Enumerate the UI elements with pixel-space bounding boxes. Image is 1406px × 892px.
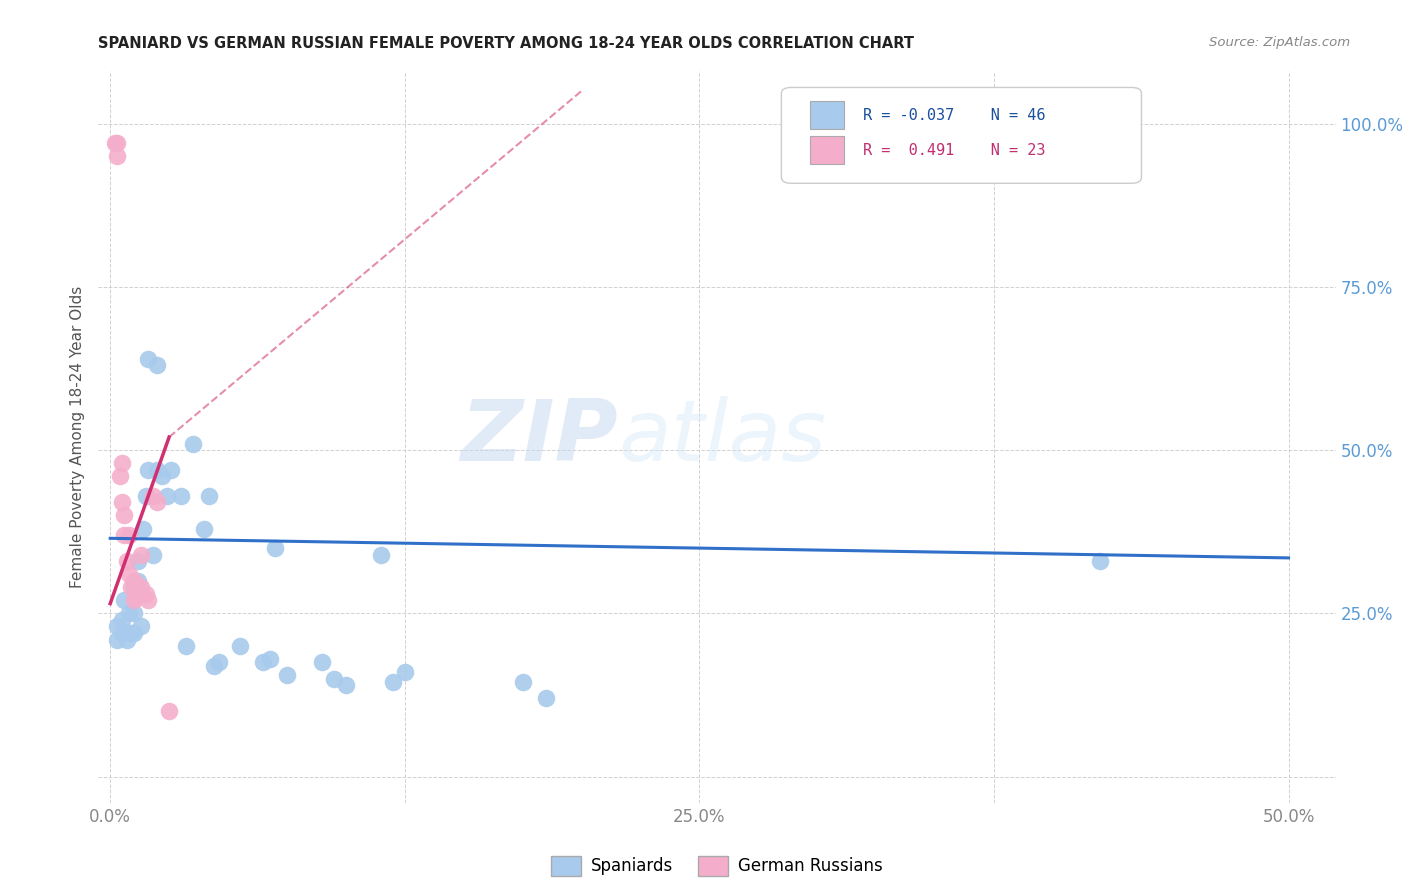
Y-axis label: Female Poverty Among 18-24 Year Olds: Female Poverty Among 18-24 Year Olds [69,286,84,588]
Point [135,587,157,601]
Point [104,136,127,151]
Point [276,668,298,682]
FancyBboxPatch shape [810,102,845,129]
Point [111,613,134,627]
Text: R = -0.037    N = 46: R = -0.037 N = 46 [863,108,1046,123]
Point [193,521,215,535]
Text: Source: ZipAtlas.com: Source: ZipAtlas.com [1209,36,1350,49]
Point [202,658,225,673]
Point [323,672,346,686]
Point [252,656,274,670]
Point [136,351,159,366]
Point [111,495,134,509]
Point [181,436,204,450]
Point [118,626,141,640]
Point [115,632,138,647]
Point [311,656,333,670]
Point [112,508,135,523]
Point [135,489,157,503]
Point [207,656,229,670]
FancyBboxPatch shape [810,136,845,164]
Point [132,521,155,535]
Point [122,580,145,594]
Point [105,619,128,633]
Point [146,358,169,372]
Point [160,463,183,477]
Point [150,469,173,483]
Point [198,489,221,503]
Point [122,574,145,588]
Text: atlas: atlas [619,395,827,479]
Point [259,652,281,666]
Point [118,607,141,621]
Point [136,593,159,607]
Point [157,705,180,719]
Point [127,580,149,594]
Text: ZIP: ZIP [460,395,619,479]
Point [142,489,165,503]
Point [118,567,141,582]
Point [108,469,131,483]
Point [112,593,135,607]
Point [111,626,134,640]
Point [122,607,145,621]
Point [127,574,149,588]
Point [129,580,152,594]
Point [122,626,145,640]
Point [394,665,416,680]
Point [112,528,135,542]
Point [170,489,193,503]
Point [142,548,165,562]
Point [129,619,152,633]
Point [156,489,179,503]
Point [534,691,557,706]
Point [127,554,149,568]
Point [146,495,169,509]
Point [174,639,197,653]
Point [118,528,141,542]
Point [229,639,252,653]
Point [382,675,405,690]
Point [125,590,148,604]
Point [111,456,134,470]
Point [105,149,128,163]
FancyBboxPatch shape [782,87,1142,183]
Point [120,580,142,594]
Point [120,626,142,640]
Point [146,463,169,477]
Point [335,678,357,692]
Legend: Spaniards, German Russians: Spaniards, German Russians [544,850,890,882]
Text: SPANIARD VS GERMAN RUSSIAN FEMALE POVERTY AMONG 18-24 YEAR OLDS CORRELATION CHAR: SPANIARD VS GERMAN RUSSIAN FEMALE POVERT… [98,36,914,51]
Point [136,463,159,477]
Point [512,675,534,690]
Text: R =  0.491    N = 23: R = 0.491 N = 23 [863,143,1046,158]
Point [122,593,145,607]
Point [115,554,138,568]
Point [370,548,392,562]
Point [264,541,287,555]
Point [105,632,128,647]
Point [105,136,128,151]
Point [1088,554,1111,568]
Point [129,548,152,562]
